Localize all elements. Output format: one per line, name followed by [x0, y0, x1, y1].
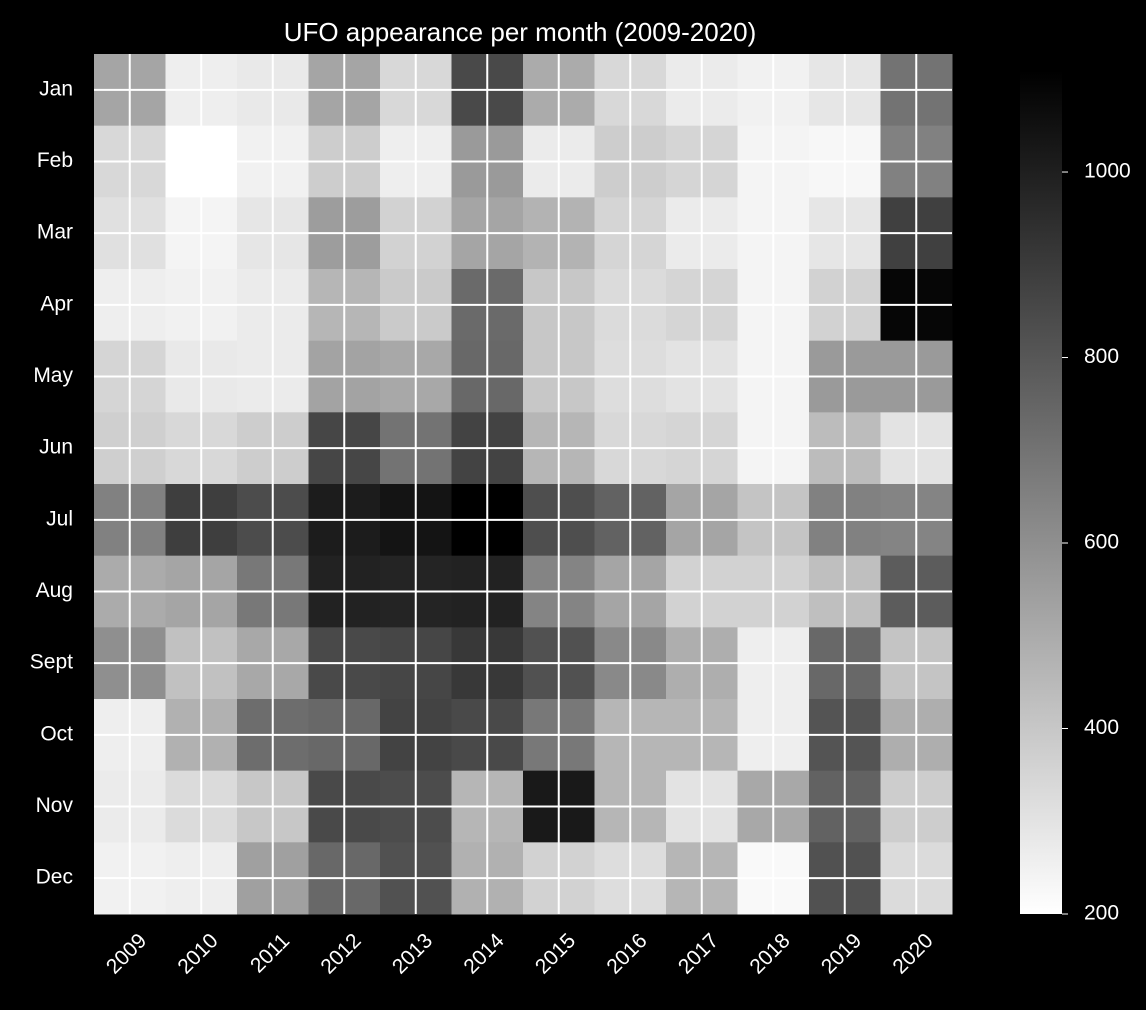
- year-label-2012: 2012: [316, 929, 365, 978]
- year-label-2020: 2020: [888, 929, 937, 978]
- month-label-Jun: Jun: [39, 436, 73, 459]
- month-label-Oct: Oct: [40, 722, 73, 745]
- month-label-Mar: Mar: [37, 221, 73, 244]
- month-label-May: May: [33, 364, 73, 387]
- cell-gridlines: [94, 54, 952, 914]
- year-label-2019: 2019: [817, 929, 866, 978]
- year-label-2016: 2016: [602, 929, 651, 978]
- month-label-Feb: Feb: [37, 149, 73, 172]
- year-axis: 2009 2010 2011 2012 2013 2014 2015 2016 2017 2018…: [102, 929, 938, 979]
- month-label-Apr: Apr: [40, 292, 73, 315]
- colorbar-ticks: 200 400 600 800 1000: [1062, 160, 1131, 925]
- month-axis: Jan Feb Mar Apr May Jun Jul Aug Sept Oct Nov Dec: [30, 77, 74, 888]
- year-label-2018: 2018: [745, 929, 794, 978]
- colorbar-tick-label: 800: [1084, 345, 1119, 368]
- colorbar: [1020, 70, 1062, 914]
- month-label-Aug: Aug: [36, 579, 73, 602]
- month-label-Dec: Dec: [36, 866, 73, 889]
- year-label-2009: 2009: [102, 929, 151, 978]
- year-label-2015: 2015: [531, 929, 580, 978]
- year-label-2013: 2013: [388, 929, 437, 978]
- colorbar-tick-label: 600: [1084, 531, 1119, 554]
- month-label-Jan: Jan: [39, 77, 73, 100]
- colorbar-tick-label: 400: [1084, 716, 1119, 739]
- month-label-Sept: Sept: [30, 651, 73, 674]
- year-label-2011: 2011: [246, 929, 294, 977]
- year-label-2014: 2014: [459, 929, 509, 979]
- month-label-Jul: Jul: [46, 507, 73, 530]
- month-label-Nov: Nov: [36, 794, 74, 817]
- chart-title: UFO appearance per month (2009-2020): [284, 17, 757, 47]
- year-label-2010: 2010: [173, 929, 222, 978]
- colorbar-tick-label: 1000: [1084, 160, 1131, 183]
- heatmap-cells: [94, 54, 953, 915]
- colorbar-tick-label: 200: [1084, 902, 1119, 925]
- year-label-2017: 2017: [674, 929, 723, 978]
